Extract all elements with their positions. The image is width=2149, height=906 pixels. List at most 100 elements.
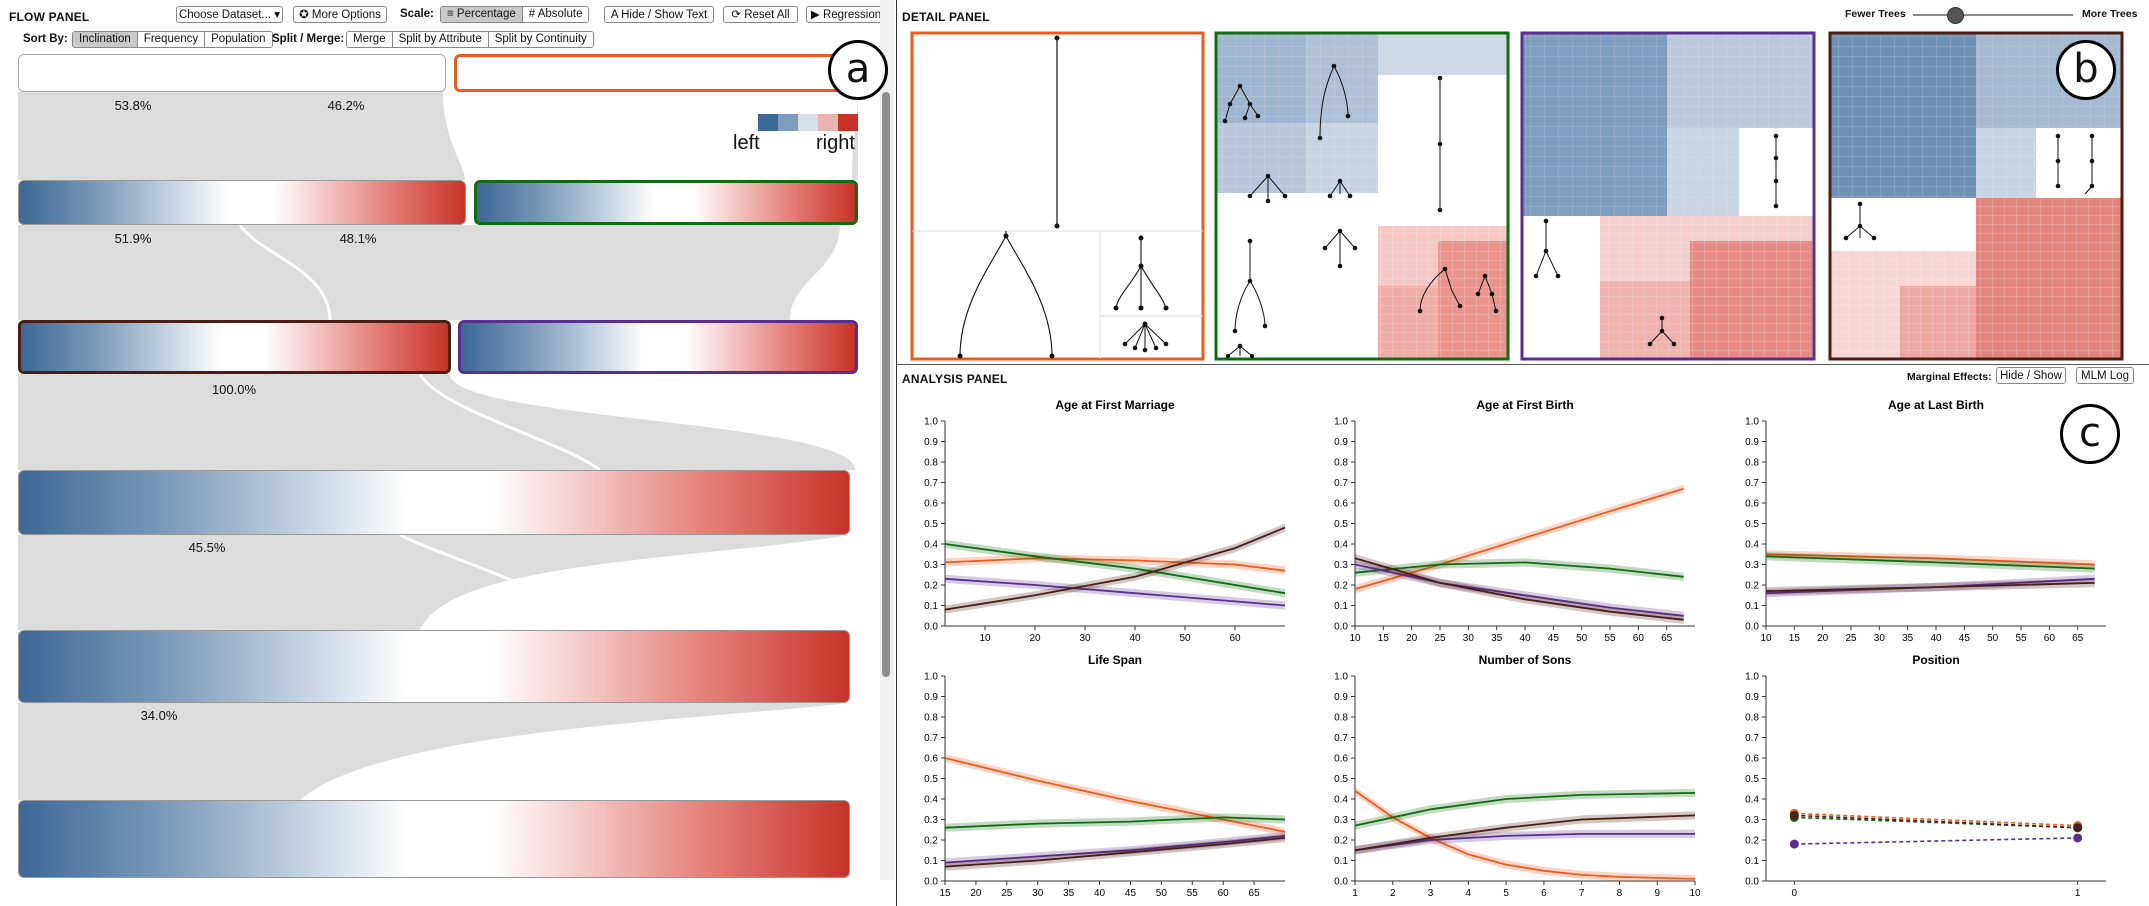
chart-title: Age at First Birth xyxy=(1476,398,1573,412)
y-tick-label: 0.8 xyxy=(1745,713,1759,724)
flow-node-right-1[interactable] xyxy=(454,54,852,92)
flow-percentage: 48.1% xyxy=(339,231,377,246)
flow-link-divider xyxy=(238,224,332,321)
x-tick-label: 20 xyxy=(1406,633,1418,644)
more-options-label: More Options xyxy=(311,9,381,21)
chart-6: Position 0.0 0.1 0.2 0.3 0.4 0.5 0.6 0.7 0.8 0.9 1.… xyxy=(1745,653,2106,899)
x-tick-label: 0 xyxy=(1792,888,1798,899)
regression-button[interactable]: ▶ Regression xyxy=(806,6,886,23)
badge-a: a xyxy=(828,40,888,100)
y-tick-label: 0.2 xyxy=(1745,836,1759,847)
flow-percentage: 51.9% xyxy=(114,231,152,246)
y-tick-label: 0.8 xyxy=(1334,458,1348,469)
scale-absolute-button[interactable]: # Absolute xyxy=(522,7,589,22)
y-tick-label: 0.9 xyxy=(1334,692,1348,703)
tree-count-slider-handle[interactable] xyxy=(1947,7,1964,24)
hash-icon: # xyxy=(528,8,536,20)
hide-show-text-button[interactable]: A Hide / Show Text xyxy=(604,6,714,23)
series-line xyxy=(1354,814,1696,852)
x-tick-label: 10 xyxy=(1689,888,1701,899)
data-point xyxy=(1789,810,1799,820)
flow-node-right-2[interactable] xyxy=(474,180,858,225)
merge-button[interactable]: Merge xyxy=(347,32,393,47)
y-tick-label: 0.7 xyxy=(924,733,938,744)
y-tick-label: 0.1 xyxy=(1745,601,1759,612)
flow-node-left-1[interactable] xyxy=(18,54,446,92)
flow-node-left-3[interactable] xyxy=(18,320,451,374)
mlm-log-button[interactable]: MLM Log xyxy=(2076,367,2134,384)
choose-dataset-label: Choose Dataset... xyxy=(178,9,272,21)
choose-dataset-dropdown[interactable]: Choose Dataset... ▾ xyxy=(176,6,283,23)
x-tick-label: 45 xyxy=(1548,633,1560,644)
x-tick-label: 40 xyxy=(1519,633,1531,644)
series-line xyxy=(944,577,1286,607)
y-tick-label: 0.8 xyxy=(924,458,938,469)
split-by-attribute-button[interactable]: Split by Attribute xyxy=(392,32,489,47)
x-tick-label: 1 xyxy=(2075,888,2081,899)
y-tick-label: 0.4 xyxy=(1745,540,1759,551)
series-line xyxy=(1765,555,2095,570)
confidence-band xyxy=(945,539,1285,598)
sort-population-button[interactable]: Population xyxy=(205,32,272,47)
x-tick-label: 30 xyxy=(1079,633,1091,644)
x-tick-label: 5 xyxy=(1503,888,1509,899)
split-by-continuity-button[interactable]: Split by Continuity xyxy=(488,32,593,47)
x-tick-label: 60 xyxy=(1633,633,1645,644)
x-tick-label: 15 xyxy=(939,888,951,899)
x-tick-label: 50 xyxy=(1576,633,1588,644)
confidence-band xyxy=(1766,550,2095,569)
data-point xyxy=(1789,839,1799,849)
sort-inclination-button[interactable]: Inclination xyxy=(73,32,138,47)
series-line xyxy=(1354,833,1695,852)
flow-node-6[interactable] xyxy=(18,800,850,878)
y-tick-label: 0.5 xyxy=(924,774,938,785)
y-tick-label: 0.4 xyxy=(924,795,938,806)
sort-by-toggle: Inclination Frequency Population xyxy=(72,31,273,48)
y-tick-label: 0.2 xyxy=(1745,581,1759,592)
scale-percentage-button[interactable]: ≡ Percentage xyxy=(441,7,523,22)
y-tick-label: 0.2 xyxy=(1334,836,1348,847)
flow-node-left-2[interactable] xyxy=(18,180,466,225)
y-tick-label: 0.4 xyxy=(1745,795,1759,806)
y-tick-label: 0.3 xyxy=(1334,815,1348,826)
y-tick-label: 0.5 xyxy=(1745,519,1759,530)
series-line xyxy=(1354,487,1684,590)
x-tick-label: 10 xyxy=(979,633,991,644)
series-line xyxy=(1354,561,1684,578)
x-tick-label: 20 xyxy=(970,888,982,899)
badge-b: b xyxy=(2056,40,2116,100)
series-line xyxy=(1765,582,2095,593)
legend-left-label: left xyxy=(733,132,760,154)
x-tick-label: 25 xyxy=(1845,633,1857,644)
y-tick-label: 0.0 xyxy=(1334,877,1348,888)
reset-all-button[interactable]: ⟳ Reset All xyxy=(723,6,798,23)
series-line xyxy=(944,837,1286,868)
more-options-button[interactable]: ✪ More Options xyxy=(293,6,387,23)
x-tick-label: 35 xyxy=(1491,633,1503,644)
sort-frequency-button[interactable]: Frequency xyxy=(137,32,206,47)
x-tick-label: 40 xyxy=(1094,888,1106,899)
x-tick-label: 55 xyxy=(2015,633,2027,644)
chart-4: Life Span 0.0 0.1 0.2 0.3 0.4 0.5 0.6 0.7 0.8 0.9 1… xyxy=(924,653,1286,899)
flow-node-4[interactable] xyxy=(18,470,850,535)
x-tick-label: 45 xyxy=(1959,633,1971,644)
series-line xyxy=(944,757,1286,833)
y-tick-label: 0.6 xyxy=(924,499,938,510)
tree-count-slider[interactable] xyxy=(1913,14,2073,16)
hide-show-button[interactable]: Hide / Show xyxy=(1996,367,2066,384)
flow-node-5[interactable] xyxy=(18,630,850,703)
y-tick-label: 0.2 xyxy=(924,581,938,592)
y-tick-label: 0.0 xyxy=(1745,622,1759,633)
flow-link-divider xyxy=(399,533,602,632)
confidence-band xyxy=(1766,574,2095,598)
chart-title: Life Span xyxy=(1088,653,1142,667)
flow-node-right-3[interactable] xyxy=(458,320,858,374)
hide-show-text-label: Hide / Show Text xyxy=(621,9,708,21)
panel-divider xyxy=(897,364,2149,365)
series-line xyxy=(1354,563,1684,617)
flow-scrollbar-thumb[interactable] xyxy=(882,92,890,677)
chart-2: Age at First Birth 0.0 0.1 0.2 0.3 0.4 0.5 0.6 0… xyxy=(1334,398,1695,644)
series-line xyxy=(944,816,1286,829)
chart-title: Position xyxy=(1912,653,1959,667)
y-tick-label: 0.3 xyxy=(924,815,938,826)
